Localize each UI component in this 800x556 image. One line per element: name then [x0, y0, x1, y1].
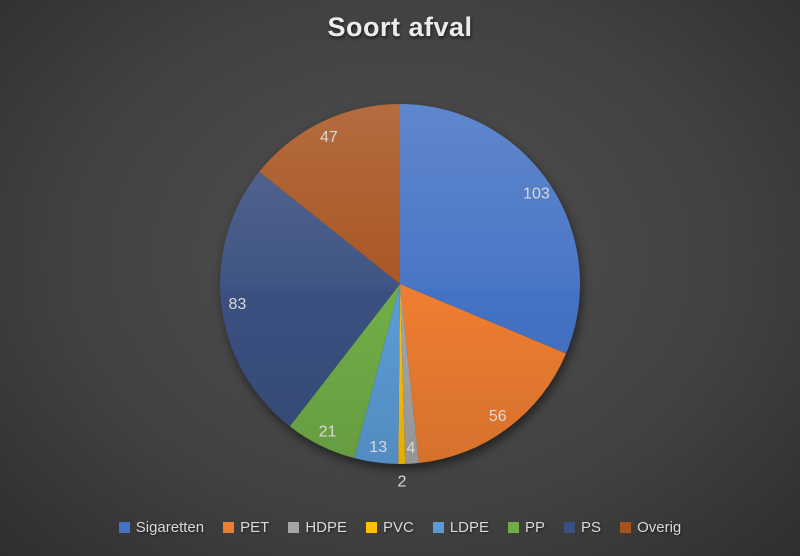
legend-item-pet[interactable]: PET	[223, 519, 269, 536]
legend-item-hdpe[interactable]: HDPE	[288, 519, 347, 536]
legend-label: PET	[240, 519, 270, 536]
data-label-overig: 47	[320, 129, 338, 146]
legend-item-pvc[interactable]: PVC	[366, 519, 414, 536]
data-label-pp: 21	[319, 423, 337, 440]
legend-label: Overig	[637, 519, 682, 536]
legend-item-pp[interactable]: PP	[508, 519, 545, 536]
legend-swatch-icon	[366, 522, 377, 533]
legend-swatch-icon	[223, 522, 235, 533]
data-label-ldpe: 13	[369, 439, 387, 456]
legend-swatch-icon	[508, 522, 520, 533]
legend-swatch-icon	[620, 522, 632, 533]
legend-swatch-icon	[288, 522, 300, 533]
legend-label: Sigaretten	[135, 519, 205, 536]
legend-label: HDPE	[305, 519, 347, 536]
legend-item-overig[interactable]: Overig	[620, 519, 681, 536]
chart-title: Soort afval	[327, 12, 473, 42]
legend-swatch-icon	[118, 522, 130, 533]
pie	[220, 103, 581, 464]
legend-label: PP	[525, 519, 546, 536]
legend-item-sigaretten[interactable]: Sigaretten	[118, 519, 205, 536]
legend-label: PVC	[383, 519, 414, 536]
legend-item-ps[interactable]: PS	[564, 519, 601, 536]
legend-item-ldpe[interactable]: LDPE	[432, 519, 490, 536]
data-labels: 103 56 42 13 21 83 47	[229, 129, 550, 491]
legend-label: LDPE	[449, 519, 490, 536]
chart-legend: Sigaretten PET HDPE PVC LDPE PP PS Overig	[0, 519, 800, 536]
data-label-pvc: 2	[397, 474, 406, 491]
data-label-ps: 83	[229, 296, 247, 313]
data-label-pet: 56	[489, 408, 507, 425]
legend-swatch-icon	[564, 522, 576, 533]
legend-swatch-icon	[432, 522, 444, 533]
data-label-sigaretten: 103	[523, 186, 550, 203]
legend-label: PS	[581, 519, 602, 536]
data-label-hdpe: 4	[406, 440, 415, 457]
